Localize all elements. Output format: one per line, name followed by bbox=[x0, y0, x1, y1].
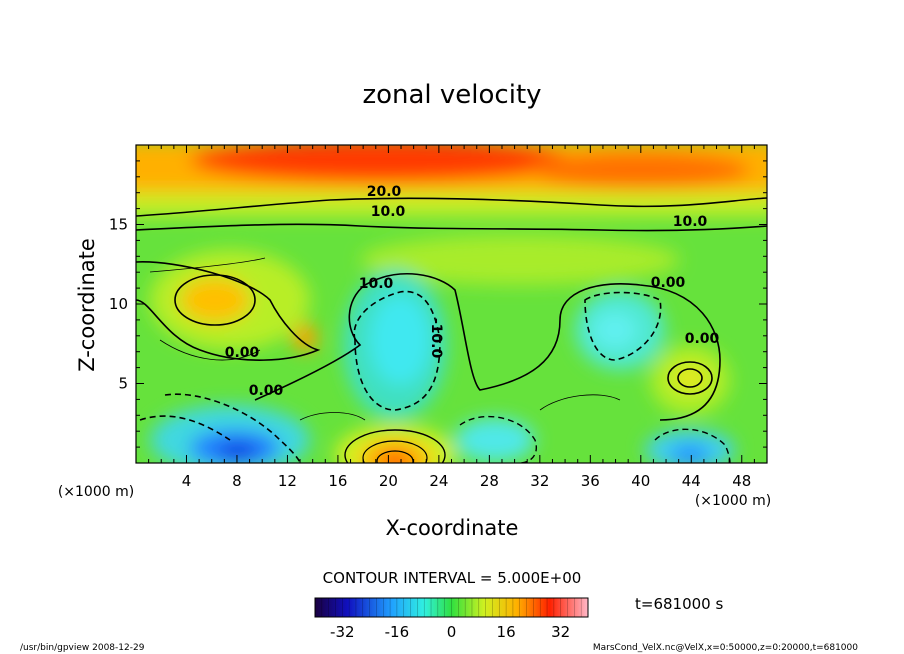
contour-labels: 20.0 10.0 10.0 0.00 0.00 10.0 0.00 0.00 -10.0 bbox=[225, 184, 720, 399]
x-tick-label: 32 bbox=[530, 472, 549, 490]
colorbar-tick-label: -32 bbox=[330, 623, 355, 641]
y-axis: 5 10 15 bbox=[109, 160, 767, 448]
colorbar-tick-label: 16 bbox=[497, 623, 516, 641]
contour-label: 0.00 bbox=[249, 383, 284, 399]
contour-label: 10.0 bbox=[673, 214, 708, 230]
x-tick-label: 36 bbox=[581, 472, 600, 490]
y-tick-label: 10 bbox=[109, 295, 128, 313]
x-tick-label: 24 bbox=[429, 472, 448, 490]
colorbar-segments bbox=[321, 598, 582, 617]
x-axis-units: (×1000 m) bbox=[695, 493, 771, 509]
x-tick-label: 16 bbox=[328, 472, 347, 490]
colorbar-tick-label: 0 bbox=[447, 623, 457, 641]
x-tick-label: 40 bbox=[631, 472, 650, 490]
colorbar-ticks: -32 -16 0 16 32 bbox=[330, 623, 570, 641]
y-tick-label: 15 bbox=[109, 216, 128, 234]
x-tick-label: 28 bbox=[480, 472, 499, 490]
time-label: t=681000 s bbox=[635, 595, 723, 613]
contour-label: 0.00 bbox=[685, 331, 720, 347]
colorbar-tick-label: 32 bbox=[551, 623, 570, 641]
y-axis-units: (×1000 m) bbox=[58, 484, 134, 500]
x-tick-label: 20 bbox=[379, 472, 398, 490]
chart-title: zonal velocity bbox=[362, 80, 541, 110]
shaded-field bbox=[136, 145, 767, 463]
footer-right: MarsCond_VelX.nc@VelX,x=0:50000,z=0:2000… bbox=[593, 643, 858, 653]
contour-label: 10.0 bbox=[371, 204, 406, 220]
contour-label: -10.0 bbox=[428, 318, 444, 359]
contour-label: 0.00 bbox=[225, 345, 260, 361]
footer-left: /usr/bin/gpview 2008-12-29 bbox=[20, 643, 145, 653]
colorbar-tick-label: -16 bbox=[385, 623, 410, 641]
contour-label: 10.0 bbox=[359, 276, 394, 292]
y-axis-title: Z-coordinate bbox=[75, 238, 99, 372]
x-tick-label: 8 bbox=[232, 472, 242, 490]
x-axis-title: X-coordinate bbox=[386, 516, 519, 540]
y-tick-label: 5 bbox=[118, 375, 128, 393]
contour-label: 0.00 bbox=[651, 275, 686, 291]
x-tick-label: 48 bbox=[732, 472, 751, 490]
x-axis: 4 8 12 16 20 24 28 32 36 40 44 48 bbox=[148, 145, 755, 490]
contour-interval: CONTOUR INTERVAL = 5.000E+00 bbox=[323, 569, 582, 587]
x-tick-label: 44 bbox=[682, 472, 701, 490]
contour-label: 20.0 bbox=[367, 184, 402, 200]
x-tick-label: 12 bbox=[278, 472, 297, 490]
x-tick-label: 4 bbox=[182, 472, 192, 490]
